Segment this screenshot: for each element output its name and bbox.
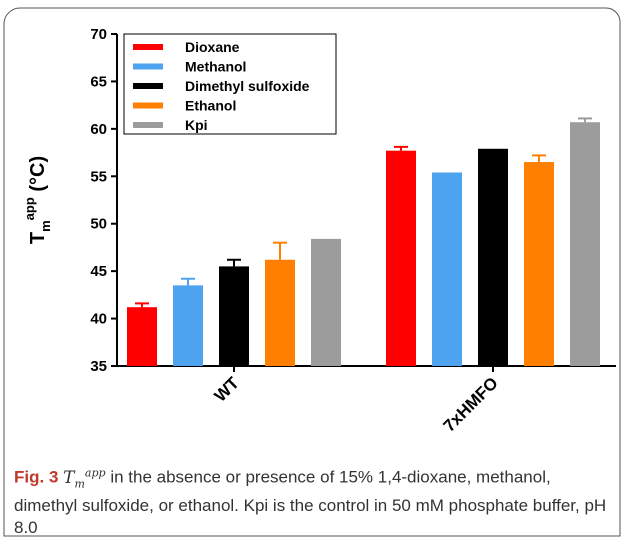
legend-label-dimethyl-sulfoxide: Dimethyl sulfoxide — [185, 78, 310, 94]
legend-swatch-methanol — [133, 63, 163, 70]
bar-dioxane-7xhmfo — [386, 150, 416, 366]
y-tick-label: 55 — [90, 168, 107, 185]
bar-kpi-wt — [311, 238, 341, 366]
caption-label: Fig. 3 — [14, 467, 59, 487]
bar-dioxane-wt — [127, 307, 157, 366]
legend-label-kpi: Kpi — [185, 117, 208, 133]
y-tick-label: 70 — [90, 26, 107, 43]
y-tick-label: 40 — [90, 311, 107, 328]
bar-ethanol-wt — [265, 259, 295, 366]
caption-symbol: Tmapp — [63, 466, 106, 491]
legend-swatch-kpi — [133, 122, 163, 128]
y-tick-label: 35 — [90, 358, 107, 375]
caption-text: in the absence or presence of 15% 1,4-di… — [14, 467, 607, 538]
legend-label-methanol: Methanol — [185, 59, 246, 75]
legend-swatch-ethanol — [133, 102, 163, 109]
legend-swatch-dioxane — [133, 44, 163, 50]
x-tick-label-7xhmfo: 7xHMFO — [440, 373, 502, 435]
figure-caption: Fig. 3 Tmapp in the absence or presence … — [14, 462, 612, 539]
y-axis-label: Tmapp (°C) — [22, 156, 53, 244]
legend-swatch-dimethyl-sulfoxide — [133, 83, 163, 89]
bar-ethanol-7xhmfo — [524, 162, 554, 366]
bar-methanol-7xhmfo — [432, 172, 462, 366]
bar-dimethyl-sulfoxide-7xhmfo — [478, 148, 508, 366]
y-tick-label: 50 — [90, 216, 107, 233]
y-tick-label: 45 — [90, 263, 107, 280]
legend-label-dioxane: Dioxane — [185, 39, 240, 55]
figure-border — [3, 7, 621, 537]
y-tick-label: 65 — [90, 73, 107, 90]
legend-label-ethanol: Ethanol — [185, 98, 236, 114]
y-tick-label: 60 — [90, 121, 107, 138]
bar-dimethyl-sulfoxide-wt — [219, 266, 249, 366]
bar-kpi-7xhmfo — [570, 122, 600, 367]
bar-methanol-wt — [173, 285, 203, 366]
x-tick-label-wt: WT — [211, 373, 244, 406]
